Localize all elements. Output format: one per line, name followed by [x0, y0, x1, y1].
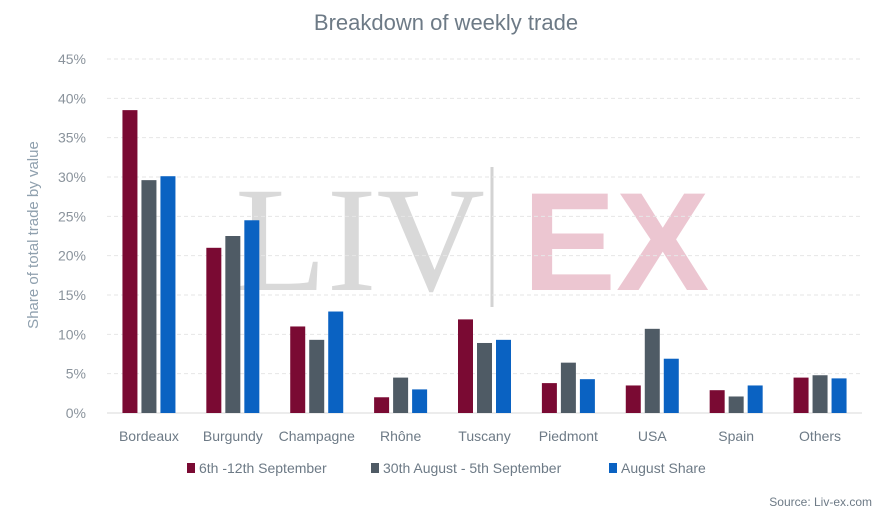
bar	[663, 358, 679, 413]
bar	[244, 220, 260, 413]
bars	[122, 110, 847, 413]
x-category-label: Tuscany	[458, 428, 510, 444]
bar	[328, 311, 344, 413]
x-category-label: Piedmont	[539, 428, 598, 444]
x-category-label: Rhône	[380, 428, 421, 444]
watermark-ex: EX	[523, 163, 710, 320]
bar	[728, 396, 744, 413]
x-category-label: USA	[638, 428, 667, 444]
y-tick-label: 10%	[58, 326, 86, 342]
y-tick-label: 20%	[58, 248, 86, 264]
bar	[412, 389, 428, 413]
bar	[225, 236, 241, 413]
bar	[541, 383, 557, 413]
bar	[122, 110, 138, 413]
bar	[560, 362, 576, 413]
bar	[579, 379, 595, 413]
bar	[496, 339, 511, 413]
bar	[709, 390, 725, 413]
bar	[290, 326, 306, 413]
legend-swatch	[609, 463, 617, 473]
bar	[477, 342, 492, 413]
legend: 6th -12th September 30th August - 5th Sep…	[187, 460, 706, 476]
y-tick-label: 15%	[58, 287, 86, 303]
y-axis-label: Share of total trade by value	[25, 141, 42, 329]
x-category-label: Bordeaux	[119, 428, 179, 444]
bar	[160, 176, 176, 413]
watermark-liv: LIV	[235, 157, 485, 323]
y-tick-label: 35%	[58, 130, 86, 146]
y-tick-label: 25%	[58, 208, 86, 224]
bar	[793, 377, 809, 413]
bar	[747, 385, 763, 413]
y-tick-label: 0%	[66, 405, 86, 421]
bar	[458, 319, 473, 413]
legend-swatch	[371, 463, 379, 473]
chart-title: Breakdown of weekly trade	[314, 10, 578, 35]
bar	[812, 375, 828, 413]
legend-label: August Share	[621, 460, 706, 476]
x-axis-categories: Bordeaux Burgundy Champagne Rhône Tuscany Pie…	[119, 428, 841, 444]
bar	[309, 339, 325, 413]
x-category-label: Spain	[718, 428, 754, 444]
bar	[644, 328, 660, 413]
x-category-label: Champagne	[279, 428, 355, 444]
bar	[206, 247, 222, 413]
bar	[374, 397, 390, 413]
x-category-label: Others	[799, 428, 841, 444]
y-tick-label: 5%	[66, 366, 86, 382]
legend-label: 6th -12th September	[199, 460, 327, 476]
bar	[141, 180, 157, 413]
y-tick-label: 45%	[58, 51, 86, 67]
legend-swatch	[187, 463, 195, 473]
x-category-label: Burgundy	[203, 428, 263, 444]
bar	[393, 377, 409, 413]
legend-label: 30th August - 5th September	[383, 460, 562, 476]
y-tick-label: 30%	[58, 169, 86, 185]
bar	[625, 385, 641, 413]
bar	[831, 378, 847, 413]
y-tick-label: 40%	[58, 90, 86, 106]
y-axis-ticks: 0% 5% 10% 15% 20% 25% 30% 35% 40% 45%	[58, 51, 86, 421]
source-note: Source: Liv-ex.com	[769, 495, 872, 509]
liv-ex-watermark-logo: LIV EX	[235, 157, 709, 323]
